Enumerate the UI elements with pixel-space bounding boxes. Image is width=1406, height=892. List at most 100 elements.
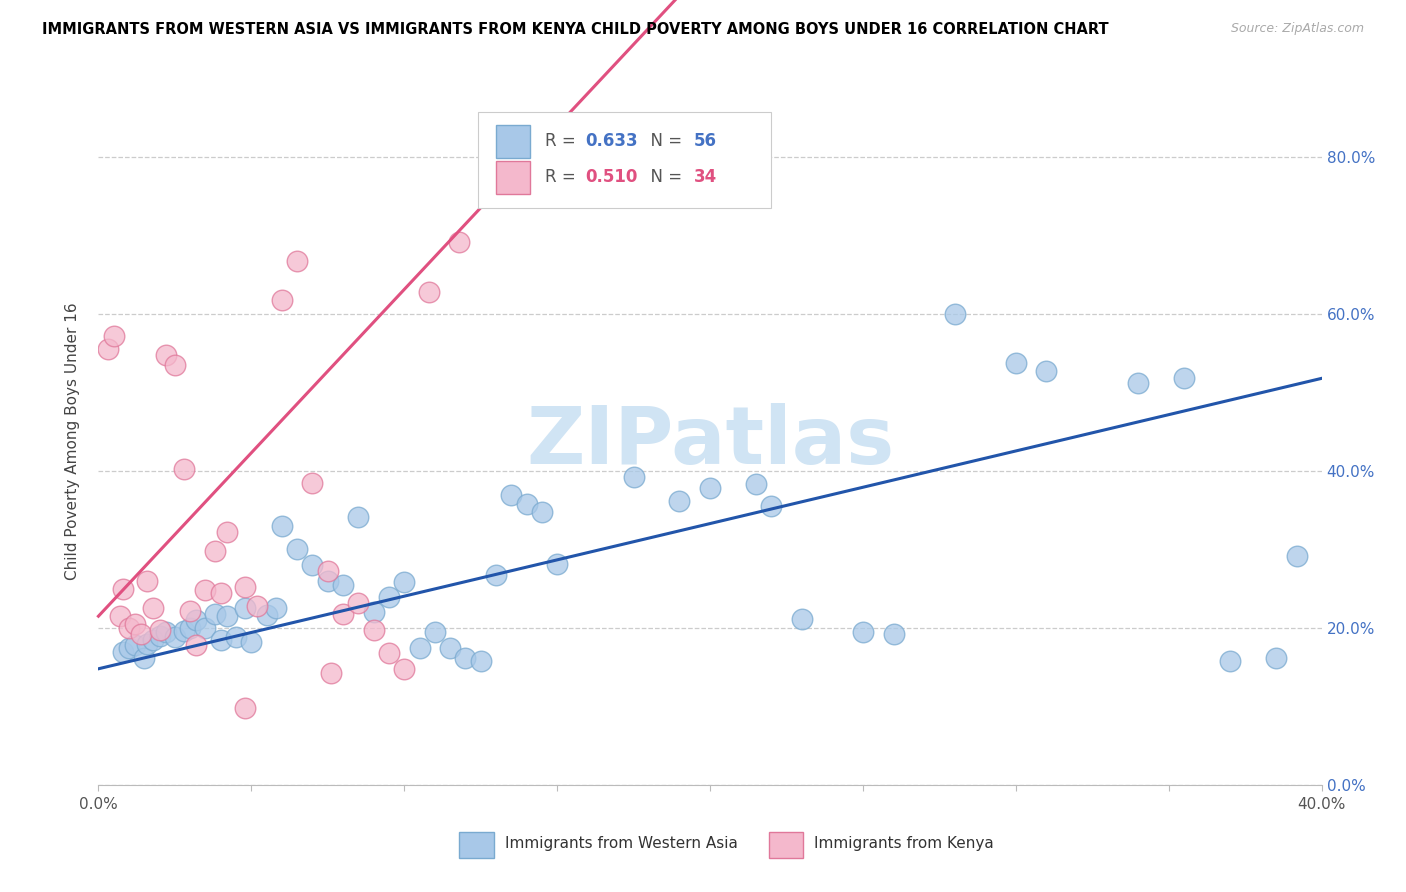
Point (215, 609, 238, 624)
Point (149, 629, 172, 643)
Point (155, 624, 177, 639)
Point (118, 640, 141, 655)
Text: 56: 56 (695, 132, 717, 151)
Point (745, 477, 768, 491)
Text: 0.633: 0.633 (585, 132, 638, 151)
Y-axis label: Child Poverty Among Boys Under 16: Child Poverty Among Boys Under 16 (65, 302, 80, 581)
Point (97, 343, 120, 357)
Point (204, 607, 226, 621)
Point (124, 617, 146, 632)
Point (347, 509, 370, 524)
Point (149, 623, 172, 637)
Point (530, 505, 553, 519)
Point (392, 662, 416, 676)
Point (163, 358, 186, 372)
Point (449, 235, 471, 249)
Point (179, 621, 201, 635)
Point (215, 525, 238, 540)
Point (408, 640, 430, 655)
Text: ZIPatlas: ZIPatlas (526, 402, 894, 481)
Point (418, 285, 440, 299)
Text: Source: ZipAtlas.com: Source: ZipAtlas.com (1230, 22, 1364, 36)
Point (1286, 549, 1309, 563)
Point (136, 637, 159, 651)
Text: Immigrants from Kenya: Immigrants from Kenya (814, 836, 994, 851)
Point (363, 605, 385, 619)
Point (516, 497, 538, 511)
Point (332, 578, 354, 592)
Point (485, 567, 508, 582)
Point (163, 631, 186, 645)
Text: R =: R = (546, 132, 581, 151)
Point (233, 601, 256, 615)
Point (332, 607, 354, 621)
Point (270, 519, 292, 533)
Point (1173, 371, 1195, 385)
Point (209, 585, 232, 599)
Point (1264, 650, 1286, 665)
FancyBboxPatch shape (496, 125, 530, 158)
Point (285, 253, 308, 268)
Point (1128, 376, 1150, 390)
Point (142, 601, 165, 615)
Point (111, 644, 134, 658)
Point (319, 666, 342, 681)
Point (454, 650, 477, 665)
Point (378, 590, 401, 604)
Point (225, 631, 247, 645)
Text: R =: R = (546, 168, 581, 186)
Point (790, 611, 813, 625)
Text: IMMIGRANTS FROM WESTERN ASIA VS IMMIGRANTS FROM KENYA CHILD POVERTY AMONG BOYS U: IMMIGRANTS FROM WESTERN ASIA VS IMMIGRAN… (42, 22, 1109, 37)
Point (134, 650, 156, 665)
Point (668, 493, 690, 508)
Text: 34: 34 (695, 168, 717, 186)
Point (439, 640, 461, 655)
Point (124, 638, 146, 652)
Point (1035, 363, 1057, 377)
Text: N =: N = (640, 132, 688, 151)
Point (759, 500, 782, 514)
Point (347, 596, 370, 610)
Point (111, 582, 134, 596)
Point (194, 583, 217, 598)
Point (623, 470, 645, 484)
Point (392, 575, 416, 590)
Text: Immigrants from Western Asia: Immigrants from Western Asia (505, 836, 737, 851)
FancyBboxPatch shape (496, 161, 530, 194)
Text: N =: N = (640, 168, 688, 186)
Point (186, 638, 208, 652)
FancyBboxPatch shape (769, 832, 803, 858)
Point (852, 624, 875, 639)
Point (108, 609, 131, 624)
Point (256, 608, 278, 623)
Point (285, 542, 308, 557)
Point (246, 599, 269, 613)
Point (546, 557, 568, 571)
Point (270, 293, 292, 307)
Point (943, 307, 966, 321)
Point (173, 624, 195, 639)
Point (1004, 356, 1026, 370)
Point (378, 646, 401, 660)
Point (186, 613, 208, 627)
Text: 0.510: 0.510 (585, 168, 638, 186)
Point (233, 580, 256, 594)
Point (363, 623, 385, 637)
Point (118, 621, 141, 635)
Point (699, 481, 721, 495)
Point (209, 632, 232, 647)
Point (316, 565, 339, 579)
FancyBboxPatch shape (460, 832, 494, 858)
Point (155, 348, 177, 362)
Point (301, 558, 323, 573)
Point (129, 627, 152, 641)
Point (194, 621, 217, 635)
Point (103, 329, 125, 343)
Point (264, 601, 287, 615)
Point (883, 627, 905, 641)
Point (136, 574, 159, 588)
Point (142, 632, 165, 647)
Point (1219, 654, 1241, 668)
Point (233, 701, 256, 715)
Point (501, 487, 523, 501)
